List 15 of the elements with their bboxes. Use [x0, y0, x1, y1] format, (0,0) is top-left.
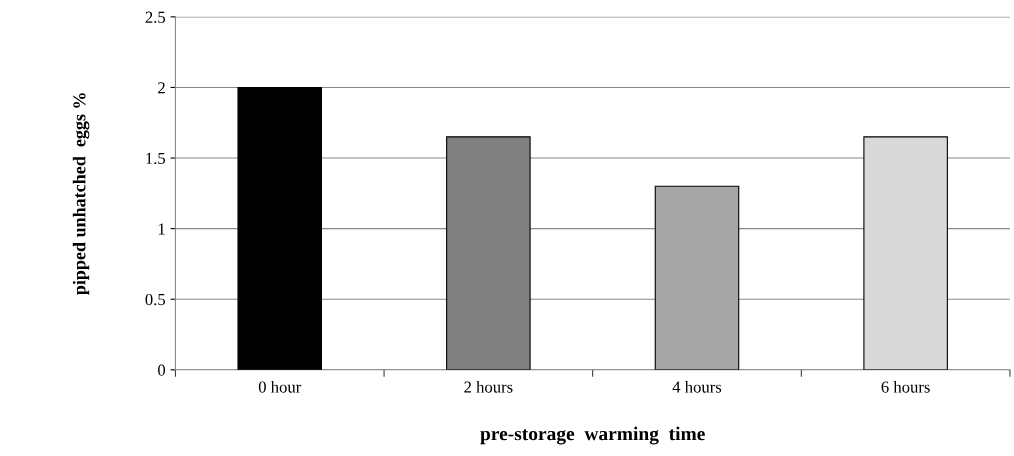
x-tick-label: 6 hours	[881, 380, 930, 393]
y-tick-label: 1	[158, 223, 165, 235]
x-tick-label: 2 hours	[464, 380, 513, 393]
bar	[863, 136, 948, 370]
x-tick-label: 0 hour	[258, 380, 302, 393]
bar	[237, 86, 323, 370]
y-tick-label: 0.5	[145, 293, 166, 306]
x-axis-title: pre-storage warming time	[480, 426, 705, 445]
y-tick-label: 2.5	[145, 11, 166, 23]
y-axis-title: pipped unhatched eggs %	[72, 93, 90, 295]
y-tick-label: 0	[158, 364, 166, 376]
x-tick-label: 4 hours	[672, 380, 722, 393]
bar	[654, 185, 740, 370]
y-tick-label: 2	[158, 82, 165, 94]
y-tick-label: 1.5	[146, 152, 166, 165]
